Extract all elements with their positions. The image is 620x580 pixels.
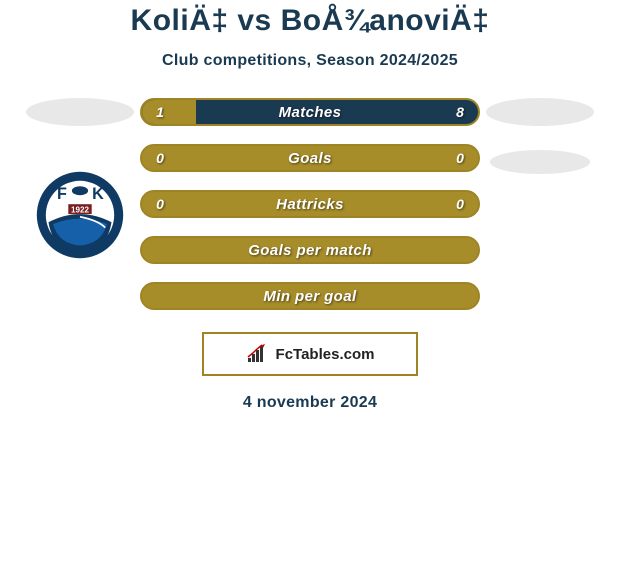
- svg-text:1922: 1922: [71, 205, 89, 214]
- date-label: 4 november 2024: [0, 394, 620, 412]
- page-subtitle: Club competitions, Season 2024/2025: [0, 52, 620, 70]
- stat-bar-matches: 18Matches: [140, 98, 480, 126]
- comparison-widget: KoliÄ‡ vs BoÅ¾anoviÄ‡ Club competitions,…: [0, 0, 620, 412]
- left-player-column: F K 1922: [20, 98, 140, 260]
- fctables-logo-icon: [246, 344, 270, 364]
- stat-label: Min per goal: [142, 284, 478, 308]
- left-player-avatar-placeholder: [26, 98, 134, 126]
- stat-label: Goals per match: [142, 238, 478, 262]
- right-player-avatar-placeholder: [486, 98, 594, 126]
- left-club-badge: F K 1922: [35, 170, 125, 260]
- stat-bar-min-per-goal: Min per goal: [140, 282, 480, 310]
- stat-bars: 18Matches 00Goals 00Hattricks Goals per mat…: [140, 98, 480, 310]
- branding-text: FcTables.com: [276, 346, 375, 363]
- stat-label: Hattricks: [142, 192, 478, 216]
- stat-bar-goals-per-match: Goals per match: [140, 236, 480, 264]
- stat-label: Matches: [142, 100, 478, 124]
- stat-bar-hattricks: 00Hattricks: [140, 190, 480, 218]
- right-player-column: [480, 98, 600, 198]
- stat-label: Goals: [142, 146, 478, 170]
- page-title: KoliÄ‡ vs BoÅ¾anoviÄ‡: [0, 4, 620, 38]
- right-club-badge-placeholder: [490, 150, 590, 174]
- club-badge-icon: F K 1922: [35, 170, 125, 260]
- svg-text:K: K: [92, 185, 104, 203]
- svg-text:F: F: [57, 185, 67, 203]
- stat-bar-goals: 00Goals: [140, 144, 480, 172]
- branding-box[interactable]: FcTables.com: [202, 332, 418, 376]
- main-row: F K 1922 18Matches 00Goals 00Hattricks Goal…: [0, 98, 620, 310]
